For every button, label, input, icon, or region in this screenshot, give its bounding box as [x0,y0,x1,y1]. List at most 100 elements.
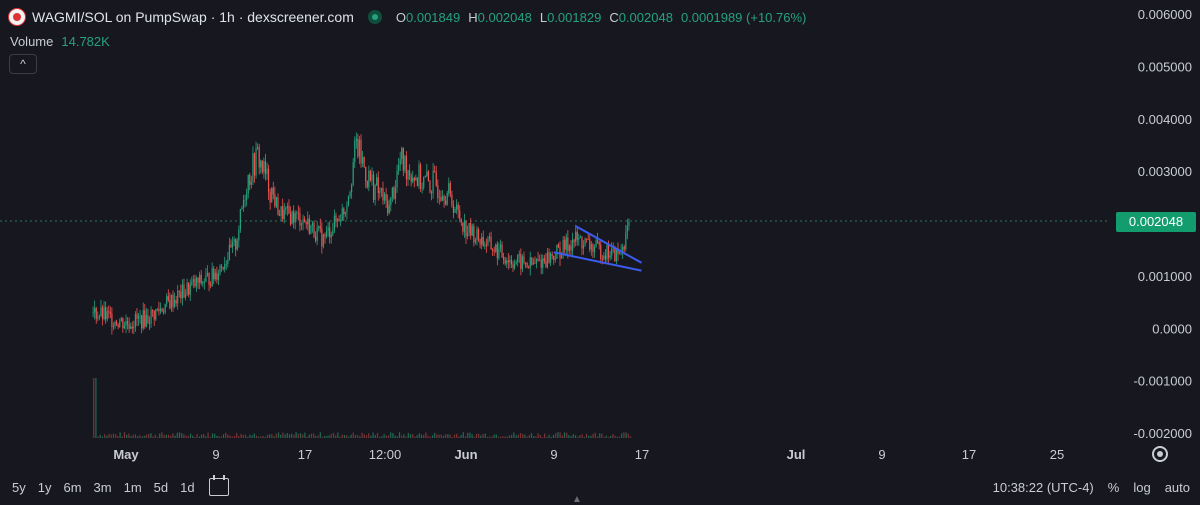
percent-toggle[interactable]: % [1107,479,1120,495]
timeframe-5y[interactable]: 5y [12,479,26,495]
candle-body [445,200,447,205]
candle-body [94,308,96,313]
candle-body [257,147,259,149]
volume-bar [449,434,451,438]
candle-body [210,285,212,287]
volume-bar [407,432,409,438]
auto-toggle[interactable]: auto [1164,479,1190,495]
pair-title: WAGMI/SOL on PumpSwap · 1h · dexscreener… [32,9,354,25]
volume-bar [612,433,614,438]
volume-bar [423,434,425,438]
candle-body [534,262,536,264]
volume-bar [123,432,126,438]
volume-bar [324,436,326,438]
y-tick-label: 0.005000 [1138,59,1192,74]
y-tick-label: -0.002000 [1133,426,1192,441]
volume-bar [625,432,627,438]
candle-body [291,211,293,225]
volume-bar [610,435,612,438]
volume-label: Volume [10,34,54,49]
volume-bar [570,436,572,438]
candle-body [394,187,397,199]
volume-bar [343,434,346,438]
timeframe-5d[interactable]: 5d [153,479,169,495]
candle-body [166,296,168,304]
volume-bar [141,436,143,438]
candle-body [134,313,137,327]
volume-bar [515,435,517,438]
collapse-legend-button[interactable]: ^ [9,54,37,74]
volume-bar [530,433,533,438]
volume-bar [493,434,495,438]
timeframe-1y[interactable]: 1y [37,479,52,495]
calendar-range-icon[interactable] [208,475,229,496]
volume-bar [475,433,478,438]
timeframe-6m[interactable]: 6m [63,479,82,495]
candle-body [213,268,215,280]
candle-body [521,256,524,270]
candle-body [253,153,256,176]
candle-body [578,237,580,240]
volume-bar [93,378,95,438]
volume-bar [365,435,368,438]
candle-body [413,177,415,181]
candle-body [131,326,133,329]
candle-body [319,226,321,229]
candle-body [313,222,315,237]
candle-body [302,219,304,224]
candle-body [550,253,552,263]
candle-body [341,208,343,221]
candle-body [333,215,335,230]
candle-body [434,170,436,173]
candle-body [272,187,274,195]
timeframe-1d[interactable]: 1d [180,479,195,495]
candle-body [473,226,475,243]
volume-bar [341,434,343,438]
candle-body [316,227,318,241]
timeframe-3m[interactable]: 3m [93,479,112,495]
candle-body [340,220,342,222]
candle-body [225,263,227,265]
volume-bar [328,435,330,438]
candle-body [589,239,591,250]
volume-bar [128,433,130,438]
timeframe-1m[interactable]: 1m [123,479,142,495]
candle-body [344,211,346,215]
candle-body [335,215,337,221]
volume-bar [99,434,101,438]
candle-body [506,260,508,264]
ohlc-readout: O0.001849 H0.002048 L0.001829 C0.002048 … [396,10,806,25]
volume-bar [187,435,189,438]
candle-body [368,170,370,188]
candle-body [169,300,171,309]
volume-bar [119,432,121,438]
volume-bar [607,436,610,438]
volume-bar [139,435,141,438]
candle-body [325,230,328,237]
gear-icon[interactable] [1152,446,1168,462]
candle-body [296,212,298,214]
candle-body [145,315,147,327]
candle-body [195,277,198,287]
volume-bar [108,433,110,438]
candle-body [423,177,425,188]
chevron-up-icon: ^ [20,57,26,71]
volume-bar [552,434,555,438]
candle-body [484,244,486,246]
volume-bar [447,434,449,438]
candle-body [186,283,188,294]
volume-bar [381,436,383,438]
candle-body [324,234,326,237]
chevron-up-icon[interactable]: ▲ [572,494,582,505]
candle-body [227,259,229,264]
candle-body [416,177,419,187]
volume-bar [172,433,174,438]
candle-body [336,219,339,221]
log-toggle[interactable]: log [1133,479,1151,495]
candle-body [285,208,287,211]
candle-body [584,238,586,246]
volume-bar [387,435,390,438]
candle-body [231,241,234,248]
candle-body [142,310,144,329]
